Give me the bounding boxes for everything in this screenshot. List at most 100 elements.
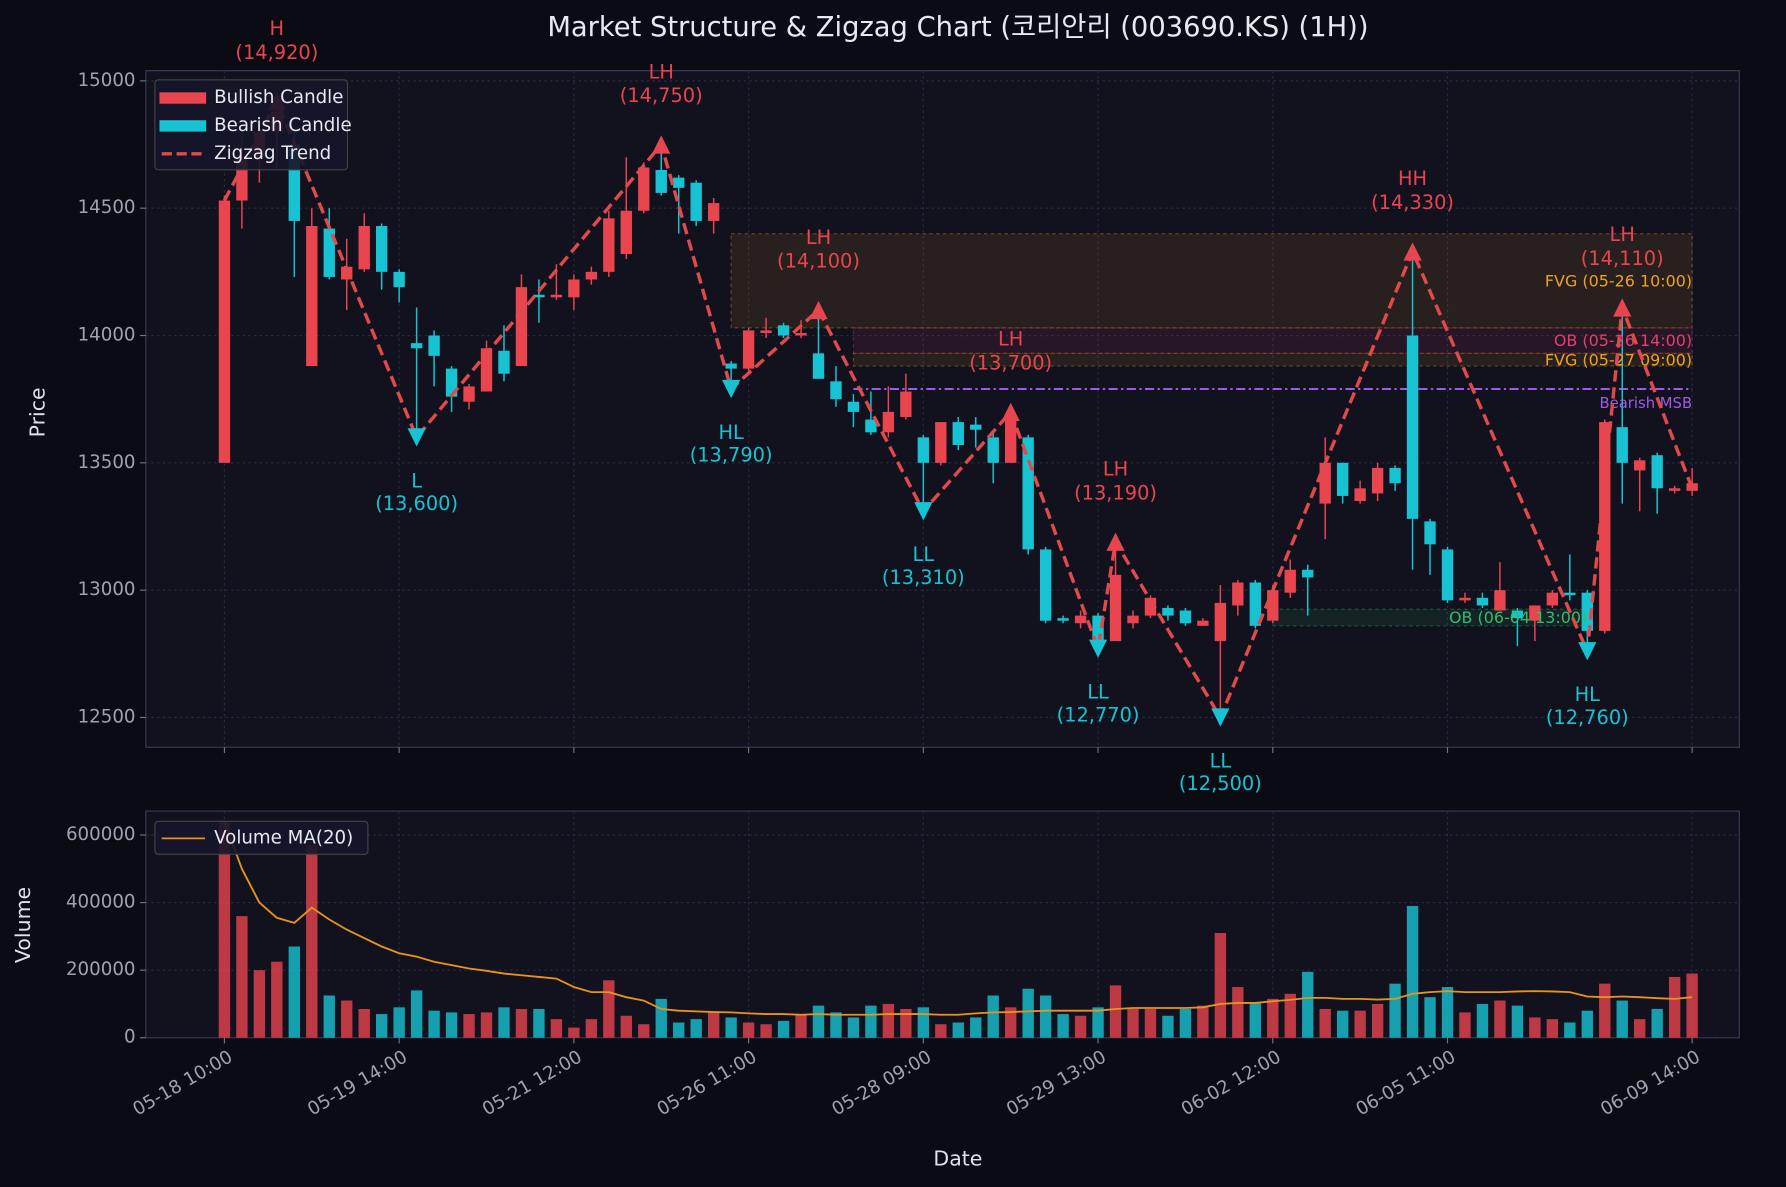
volume-bar xyxy=(218,821,231,1038)
candle-body xyxy=(236,157,248,201)
volume-bar xyxy=(865,1005,877,1038)
volume-bar xyxy=(375,1014,388,1038)
zone xyxy=(852,327,1693,354)
volume-bar xyxy=(987,995,999,1038)
swing-marker xyxy=(1001,402,1020,422)
volume-bar xyxy=(410,990,423,1038)
msb-label: Bearish MSB xyxy=(1599,395,1692,412)
plot-area xyxy=(145,70,1740,748)
zone-label: OB (06-04 13:00) xyxy=(1449,608,1587,627)
candle-body xyxy=(1302,569,1314,578)
candle-body xyxy=(987,437,999,463)
swing-marker xyxy=(407,428,426,447)
x-axis-title: Date xyxy=(933,1147,982,1171)
candle-body xyxy=(742,330,755,369)
volume-bar xyxy=(1057,1014,1069,1038)
swing-label: LH xyxy=(806,226,831,249)
candle-body xyxy=(323,228,335,277)
swing-label: HL xyxy=(1575,683,1601,706)
swing-marker xyxy=(652,135,671,154)
swing-label: LL xyxy=(1210,749,1232,772)
legend-label: Bearish Candle xyxy=(214,115,352,136)
candle-body xyxy=(900,391,912,417)
candle-body xyxy=(603,218,615,272)
candle-body xyxy=(480,348,493,392)
volume-bar xyxy=(1179,1009,1192,1038)
y-tick-label: 13000 xyxy=(78,579,136,600)
candle-body xyxy=(1459,597,1471,601)
swing-label: LH xyxy=(649,60,674,83)
candle-body xyxy=(1546,592,1559,606)
volume-bar xyxy=(1651,1009,1663,1038)
y-tick-label: 600000 xyxy=(66,824,136,845)
candle-body xyxy=(568,279,580,298)
volume-bar xyxy=(515,1009,528,1038)
candle-body xyxy=(620,210,632,255)
candle-body xyxy=(935,422,947,463)
volume-bar xyxy=(620,1015,632,1038)
swing-marker xyxy=(914,502,933,521)
candle-body xyxy=(533,294,545,298)
volume-bar xyxy=(463,1014,475,1038)
swing-marker xyxy=(722,379,741,399)
swing-label: LH xyxy=(998,328,1023,351)
candle-body xyxy=(410,343,423,349)
candle-body xyxy=(847,401,860,412)
legend: Volume MA(20) xyxy=(154,820,369,855)
y-tick-label: 14500 xyxy=(78,197,136,218)
candle-body xyxy=(1336,462,1349,496)
candle-body xyxy=(882,411,895,433)
volume-bar xyxy=(1354,1010,1366,1038)
volume-bar xyxy=(1039,995,1052,1038)
candle-body xyxy=(1005,419,1017,463)
candle-body xyxy=(1424,521,1436,545)
swing-label: LH xyxy=(1610,223,1635,246)
volume-bar xyxy=(1144,1009,1157,1038)
volume-bar xyxy=(1267,998,1279,1038)
y-tick-label: 12500 xyxy=(78,706,136,727)
volume-bar xyxy=(428,1010,440,1038)
volume-bar xyxy=(1302,971,1314,1038)
candle-body xyxy=(1651,455,1663,489)
swing-label: H xyxy=(270,17,285,40)
swing-value-label: (12,770) xyxy=(1057,703,1140,726)
candle-body xyxy=(1022,437,1034,550)
swing-label: LL xyxy=(1087,681,1109,704)
legend-label: Zigzag Trend xyxy=(214,143,331,164)
candle-body xyxy=(1389,467,1401,484)
volume-bar xyxy=(1389,983,1401,1038)
candle-body xyxy=(306,226,318,367)
candle-body xyxy=(375,226,388,272)
volume-bar xyxy=(742,1022,755,1038)
candle-body xyxy=(1092,615,1104,642)
candle-body xyxy=(970,424,982,430)
candle-body xyxy=(917,437,930,463)
volume-bar xyxy=(358,1009,370,1038)
volume-bar xyxy=(707,1012,720,1038)
volume-bar xyxy=(1005,1007,1017,1038)
swing-label: HH xyxy=(1398,167,1427,190)
volume-bar xyxy=(1022,988,1034,1038)
volume-bar xyxy=(1459,1012,1471,1038)
volume-bar xyxy=(725,1017,737,1038)
volume-bar xyxy=(1371,1003,1384,1038)
swing-label: L xyxy=(411,469,422,492)
volume-bar xyxy=(777,1020,790,1038)
volume-bar xyxy=(498,1007,510,1038)
volume-bar xyxy=(1249,1002,1261,1038)
volume-bar xyxy=(900,1009,912,1038)
volume-bar xyxy=(1476,1003,1489,1038)
volume-bar xyxy=(882,1003,895,1038)
candle-body xyxy=(707,203,720,221)
volume-bar xyxy=(1092,1007,1104,1038)
volume-bar xyxy=(306,845,318,1038)
swing-label: HL xyxy=(718,421,744,444)
candle-body xyxy=(585,271,598,280)
candle-body xyxy=(1214,602,1227,642)
volume-bar xyxy=(445,1012,458,1038)
volume-bar xyxy=(638,1024,650,1038)
swing-value-label: (13,700) xyxy=(969,352,1052,375)
volume-bar xyxy=(795,1014,807,1038)
